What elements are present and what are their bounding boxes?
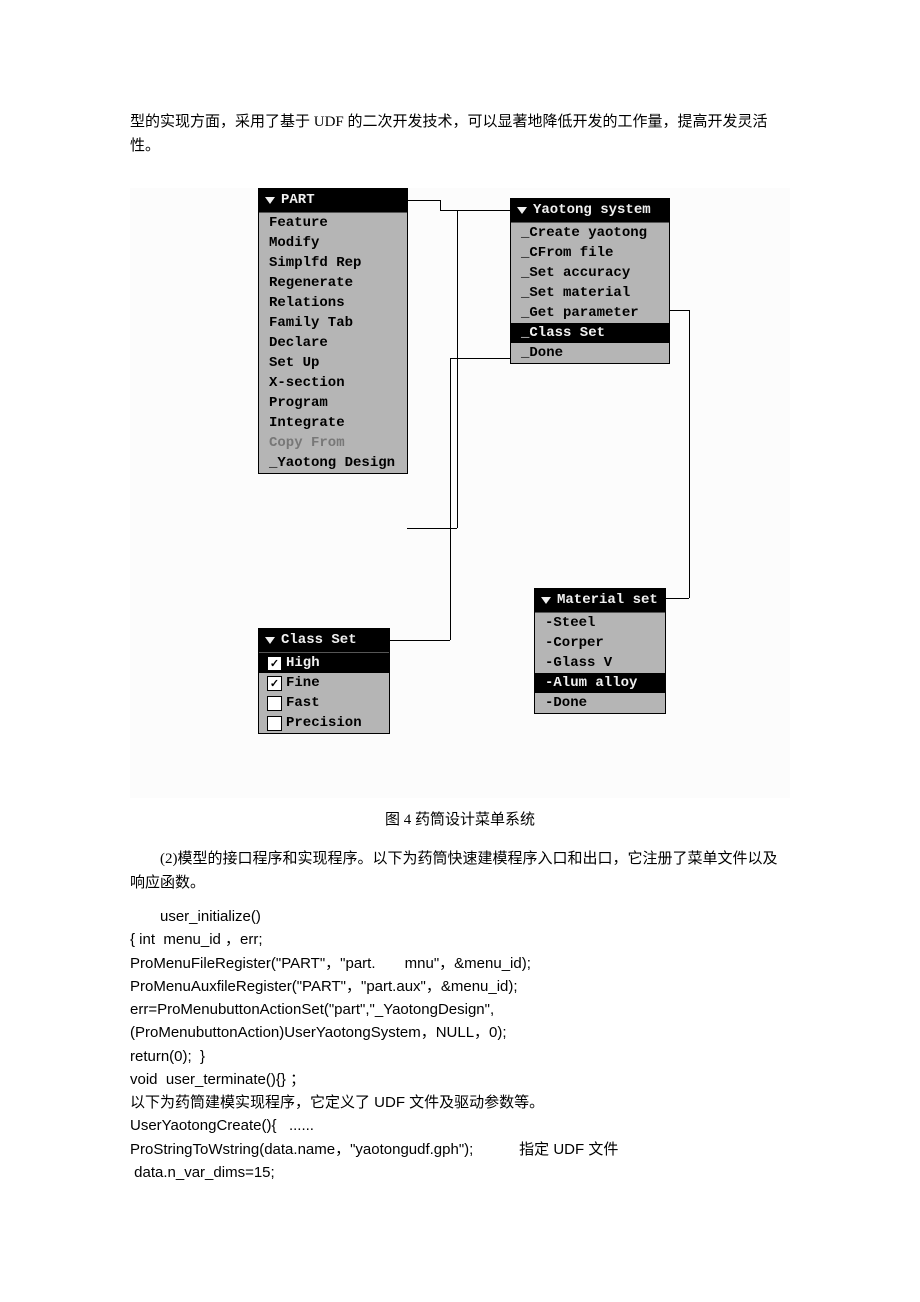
menu-item[interactable]: Feature <box>259 213 407 233</box>
menu-item[interactable]: X-section <box>259 373 407 393</box>
menu-item[interactable]: Modify <box>259 233 407 253</box>
menu-part-header: PART <box>259 189 407 213</box>
menu-part: PART FeatureModifySimplfd RepRegenerateR… <box>258 188 408 474</box>
menu-check-item[interactable]: Fast <box>259 693 389 713</box>
code-block: user_initialize() { int menu_id ，err; Pr… <box>130 905 790 1184</box>
connector <box>450 358 451 640</box>
menu-material-header: Material set <box>535 589 665 613</box>
menu-item[interactable]: Declare <box>259 333 407 353</box>
menu-classset-title: Class Set <box>281 632 357 648</box>
connector <box>665 598 689 599</box>
menu-item[interactable]: -Done <box>535 693 665 713</box>
check-label: Precision <box>286 715 362 731</box>
menu-item[interactable]: Family Tab <box>259 313 407 333</box>
check-label: Fine <box>286 675 320 691</box>
menu-item[interactable]: _Yaotong Design <box>259 453 407 473</box>
menu-item[interactable]: Set Up <box>259 353 407 373</box>
connector <box>440 200 441 210</box>
menu-item[interactable]: Program <box>259 393 407 413</box>
connector <box>457 210 458 528</box>
connector <box>689 310 690 598</box>
menu-material-title: Material set <box>557 592 658 608</box>
menu-item[interactable]: _Set accuracy <box>511 263 669 283</box>
menu-item[interactable]: _Class Set <box>511 323 669 343</box>
menu-item[interactable]: Regenerate <box>259 273 407 293</box>
menu-item[interactable]: -Glass V <box>535 653 665 673</box>
menu-item[interactable]: _Create yaotong <box>511 223 669 243</box>
menu-yaotong-title: Yaotong system <box>533 202 651 218</box>
intro-paragraph: 型的实现方面，采用了基于 UDF 的二次开发技术，可以显著地降低开发的工作量，提… <box>130 110 790 158</box>
check-label: High <box>286 655 320 671</box>
figure-4: PART FeatureModifySimplfd RepRegenerateR… <box>130 188 790 798</box>
connector <box>440 210 510 211</box>
menu-item[interactable]: _Get parameter <box>511 303 669 323</box>
dropdown-icon <box>541 597 551 604</box>
menu-check-item[interactable]: ✓ High <box>259 653 389 673</box>
connector <box>389 640 450 641</box>
checkbox-icon <box>267 696 282 711</box>
dropdown-icon <box>517 207 527 214</box>
menu-check-item[interactable]: Precision <box>259 713 389 733</box>
menu-check-item[interactable]: ✓ Fine <box>259 673 389 693</box>
menu-yaotong-header: Yaotong system <box>511 199 669 223</box>
menu-item[interactable]: _Set material <box>511 283 669 303</box>
menu-item[interactable]: _Done <box>511 343 669 363</box>
dropdown-icon <box>265 197 275 204</box>
menu-item[interactable]: -Alum alloy <box>535 673 665 693</box>
menu-part-title: PART <box>281 192 315 208</box>
menu-item[interactable]: _CFrom file <box>511 243 669 263</box>
menu-item[interactable]: Relations <box>259 293 407 313</box>
menu-class-set: Class Set ✓ High ✓ Fine Fast Precision <box>258 628 390 734</box>
paragraph-2: (2)模型的接口程序和实现程序。以下为药筒快速建模程序入口和出口，它注册了菜单文… <box>130 847 790 895</box>
menu-item[interactable]: -Corper <box>535 633 665 653</box>
menu-material-set: Material set -Steel-Corper-Glass V-Alum … <box>534 588 666 714</box>
connector <box>669 310 689 311</box>
check-label: Fast <box>286 695 320 711</box>
menu-yaotong-system: Yaotong system _Create yaotong_CFrom fil… <box>510 198 670 364</box>
menu-item[interactable]: Copy From <box>259 433 407 453</box>
menu-item[interactable]: -Steel <box>535 613 665 633</box>
connector <box>407 200 440 201</box>
dropdown-icon <box>265 637 275 644</box>
menu-item[interactable]: Integrate <box>259 413 407 433</box>
connector <box>450 358 510 359</box>
checkbox-icon: ✓ <box>267 676 282 691</box>
figure-caption: 图 4 药筒设计菜单系统 <box>130 808 790 829</box>
menu-item[interactable]: Simplfd Rep <box>259 253 407 273</box>
menu-classset-header: Class Set <box>259 629 389 653</box>
checkbox-icon <box>267 716 282 731</box>
checkbox-icon: ✓ <box>267 656 282 671</box>
